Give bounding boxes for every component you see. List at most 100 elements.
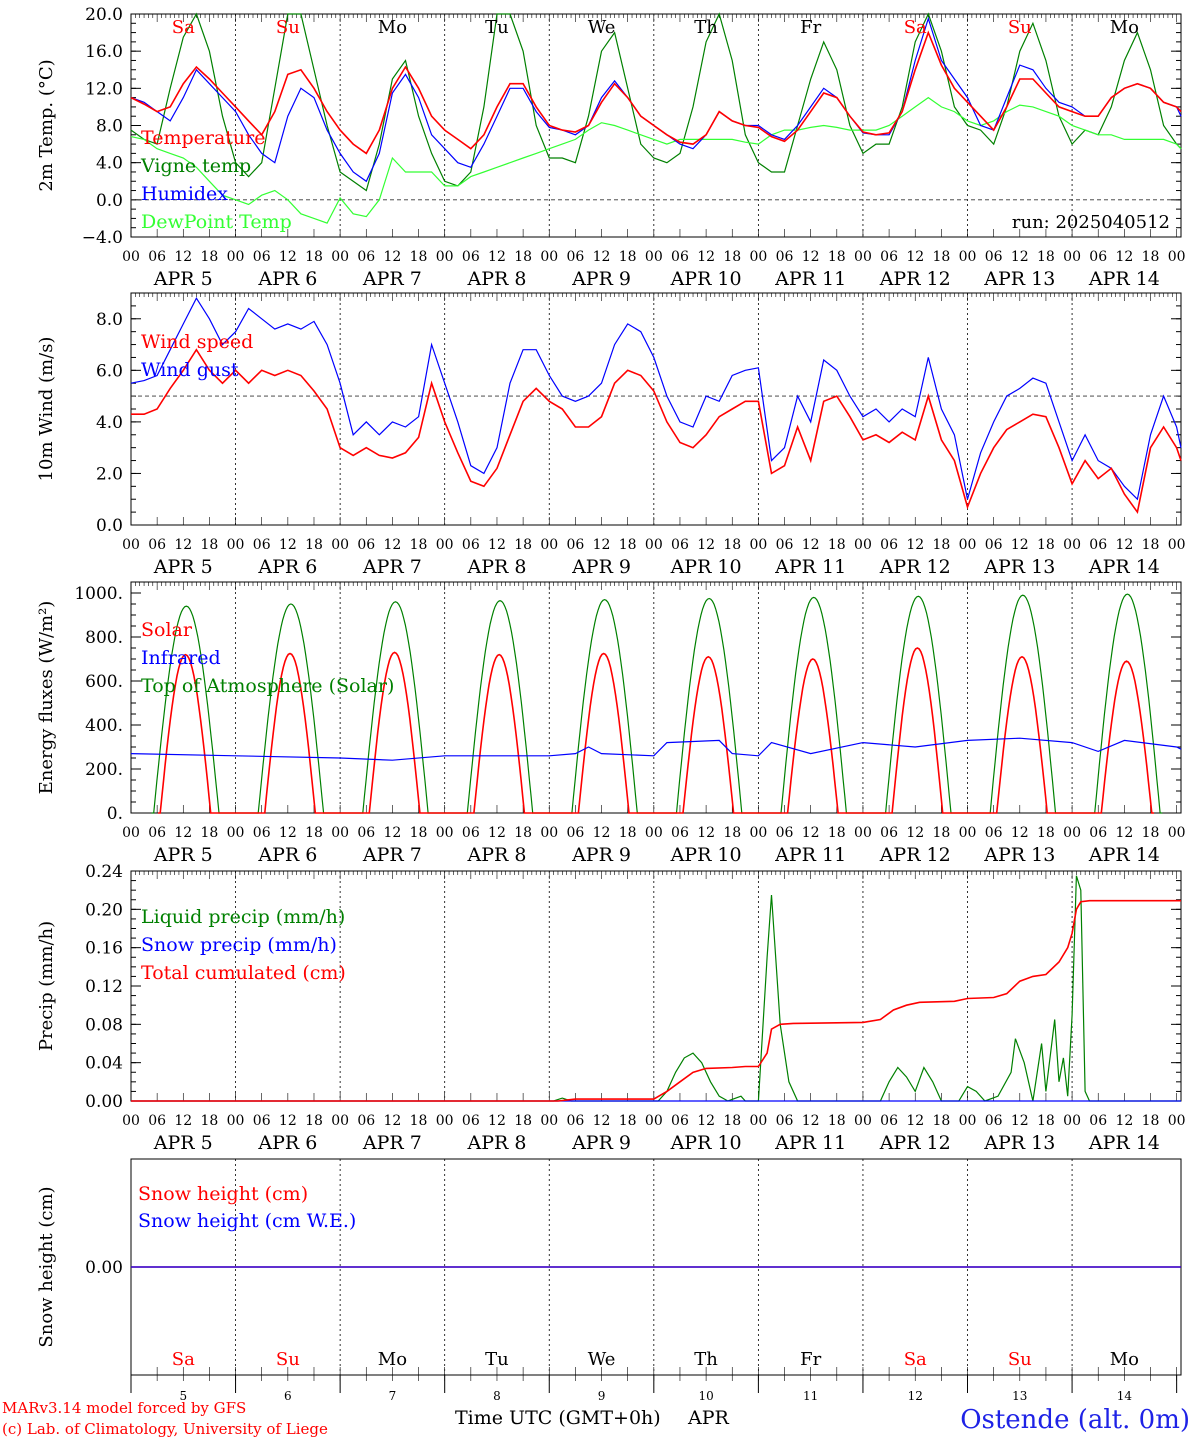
- hour-label: 06: [148, 249, 166, 265]
- date-label: APR 5: [153, 844, 213, 866]
- hour-label: 18: [723, 1113, 741, 1129]
- hour-label: 06: [776, 1113, 794, 1129]
- hour-label: 18: [305, 1113, 323, 1129]
- hour-label: 00: [540, 249, 558, 265]
- hour-label: 18: [932, 1113, 950, 1129]
- date-label: APR 7: [362, 556, 422, 578]
- y-tick-label: 4.0: [96, 154, 123, 174]
- hour-label: 06: [462, 537, 480, 553]
- series-line: [130, 96, 1182, 224]
- hour-label: 18: [514, 825, 532, 841]
- day-number: 13: [1012, 1389, 1027, 1403]
- hour-label: 06: [566, 825, 584, 841]
- y-tick-label: 1000.: [74, 584, 123, 604]
- date-label: APR 14: [1088, 268, 1160, 290]
- hour-label: 12: [488, 249, 506, 265]
- hour-label: 12: [488, 537, 506, 553]
- hour-label: 18: [1142, 249, 1160, 265]
- hour-label: 18: [410, 1113, 428, 1129]
- hour-label: 00: [122, 825, 140, 841]
- day-name: Sa: [172, 17, 195, 38]
- hour-label: 00: [645, 249, 663, 265]
- day-name: Fr: [800, 17, 821, 38]
- y-tick-label: 8.0: [96, 117, 123, 137]
- date-label: APR 9: [571, 1132, 631, 1154]
- hour-label: 12: [1011, 825, 1029, 841]
- y-tick-label: 0.08: [85, 1015, 123, 1035]
- y-tick-label: 0.: [107, 804, 123, 824]
- date-label: APR 9: [571, 844, 631, 866]
- day-name: Su: [276, 1349, 300, 1370]
- hour-label: 00: [227, 537, 245, 553]
- y-tick-label: 0.00: [85, 1258, 123, 1278]
- day-number: 12: [908, 1389, 923, 1403]
- date-label: APR 5: [153, 268, 213, 290]
- date-label: APR 7: [362, 268, 422, 290]
- y-tick-label: 400.: [85, 716, 123, 736]
- y-tick-label: 200.: [85, 760, 123, 780]
- hour-label: 00: [854, 249, 872, 265]
- hour-label: 06: [671, 537, 689, 553]
- hour-label: 00: [1063, 1113, 1081, 1129]
- hour-label: 00: [749, 537, 767, 553]
- date-label: APR 7: [362, 1132, 422, 1154]
- legend-item: Wind gust: [141, 359, 239, 381]
- model-credit: MARv3.14 model forced by GFS: [2, 1399, 246, 1417]
- hour-label: 00: [227, 1113, 245, 1129]
- hour-label: 00: [540, 825, 558, 841]
- series-line: [158, 647, 1154, 814]
- date-label: APR 10: [670, 268, 742, 290]
- date-label: APR 9: [571, 268, 631, 290]
- hour-label: 00: [436, 825, 454, 841]
- hour-label: 18: [723, 825, 741, 841]
- y-tick-label: 2.0: [96, 464, 123, 484]
- legend-item: Temperature: [141, 127, 265, 149]
- hour-label: 18: [1142, 1113, 1160, 1129]
- day-number: 6: [284, 1389, 292, 1403]
- hour-label: 00: [1168, 825, 1186, 841]
- date-label: APR 11: [774, 844, 846, 866]
- date-label: APR 5: [153, 556, 213, 578]
- hour-label: 00: [1063, 537, 1081, 553]
- legend-item: Snow height (cm W.E.): [138, 1210, 356, 1232]
- date-label: APR 6: [257, 268, 317, 290]
- date-label: APR 8: [466, 1132, 526, 1154]
- hour-label: 00: [645, 1113, 663, 1129]
- day-number: 5: [179, 1389, 187, 1403]
- y-tick-label: 800.: [85, 628, 123, 648]
- hour-label: 06: [880, 537, 898, 553]
- legend-item: Snow height (cm): [138, 1183, 308, 1205]
- day-name: Th: [694, 1349, 718, 1370]
- hour-label: 18: [305, 249, 323, 265]
- date-label: APR 13: [983, 268, 1055, 290]
- footer: MARv3.14 model forced by GFS (c) Lab. of…: [2, 1399, 1190, 1438]
- hour-label: 00: [749, 825, 767, 841]
- hour-label: 18: [828, 825, 846, 841]
- date-label: APR 10: [670, 556, 742, 578]
- hour-label: 12: [593, 537, 611, 553]
- panel-3: 0. 200. 400. 600. 800. 1000. Energy fluxes (W/…: [36, 581, 1186, 866]
- date-label: APR 11: [774, 268, 846, 290]
- hour-label: 06: [462, 825, 480, 841]
- hour-label: 12: [593, 1113, 611, 1129]
- day-number: 9: [598, 1389, 606, 1403]
- hour-label: 00: [1063, 825, 1081, 841]
- hour-label: 12: [1011, 537, 1029, 553]
- date-label: APR 6: [257, 844, 317, 866]
- hour-label: 12: [593, 825, 611, 841]
- hour-label: 00: [959, 249, 977, 265]
- panels: −4.0 0.0 4.0 8.0 12.0 16.0 20.0 2m Temp. (°C) Te…: [36, 5, 1186, 1403]
- hour-label: 12: [697, 249, 715, 265]
- hour-label: 06: [462, 1113, 480, 1129]
- day-number: 14: [1117, 1389, 1133, 1403]
- run-label: run: 2025040512: [1012, 212, 1170, 233]
- hour-label: 12: [383, 249, 401, 265]
- date-label: APR 8: [466, 844, 526, 866]
- hour-label: 06: [357, 825, 375, 841]
- panel-5: 0.00 Snow height (cm) Snow height (cm) Snow…: [36, 1158, 1182, 1403]
- hour-label: 06: [357, 249, 375, 265]
- series-line: [131, 875, 1181, 1102]
- date-label: APR 12: [879, 556, 951, 578]
- legend-item: Wind speed: [141, 331, 253, 353]
- hour-label: 00: [436, 537, 454, 553]
